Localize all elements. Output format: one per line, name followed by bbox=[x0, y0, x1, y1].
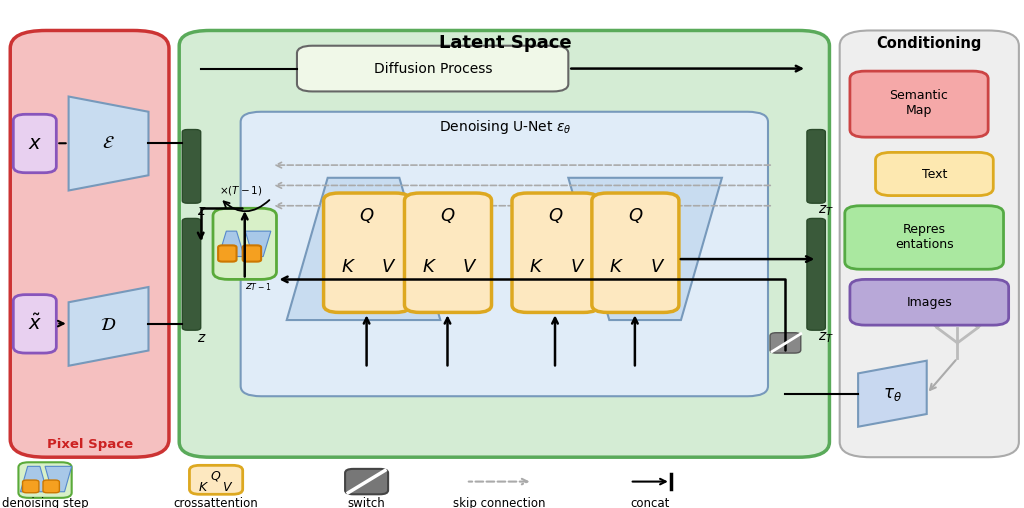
FancyBboxPatch shape bbox=[243, 245, 261, 262]
Text: switch: switch bbox=[348, 497, 385, 508]
Text: $\mathcal{D}$: $\mathcal{D}$ bbox=[100, 316, 117, 334]
Text: Pixel Space: Pixel Space bbox=[46, 438, 133, 451]
Polygon shape bbox=[69, 287, 148, 366]
Text: $K$: $K$ bbox=[422, 258, 436, 276]
FancyBboxPatch shape bbox=[23, 480, 39, 493]
FancyBboxPatch shape bbox=[43, 480, 59, 493]
Polygon shape bbox=[45, 466, 72, 492]
Text: $z$: $z$ bbox=[197, 331, 207, 345]
FancyBboxPatch shape bbox=[13, 295, 56, 353]
Text: $z_T$: $z_T$ bbox=[818, 204, 835, 218]
Text: Conditioning: Conditioning bbox=[877, 36, 982, 51]
Polygon shape bbox=[287, 178, 440, 320]
Text: $K$: $K$ bbox=[609, 258, 624, 276]
Text: concat: concat bbox=[631, 497, 670, 508]
Text: $Q$: $Q$ bbox=[210, 469, 222, 483]
Text: $\times(T-1)$: $\times(T-1)$ bbox=[219, 184, 262, 197]
Text: $\tau_\theta$: $\tau_\theta$ bbox=[884, 385, 902, 403]
Text: $z_{T-1}$: $z_{T-1}$ bbox=[245, 281, 271, 293]
FancyBboxPatch shape bbox=[297, 46, 568, 91]
Text: Images: Images bbox=[907, 296, 952, 309]
FancyBboxPatch shape bbox=[345, 469, 388, 494]
Polygon shape bbox=[69, 97, 148, 190]
FancyBboxPatch shape bbox=[218, 245, 237, 262]
FancyBboxPatch shape bbox=[13, 114, 56, 173]
FancyBboxPatch shape bbox=[182, 130, 201, 203]
FancyBboxPatch shape bbox=[850, 71, 988, 137]
Text: Semantic
Map: Semantic Map bbox=[889, 89, 948, 117]
Text: Repres
entations: Repres entations bbox=[895, 223, 954, 251]
Text: $V$: $V$ bbox=[570, 258, 585, 276]
FancyBboxPatch shape bbox=[241, 112, 768, 396]
Text: $z$: $z$ bbox=[197, 204, 207, 218]
FancyBboxPatch shape bbox=[840, 30, 1019, 457]
FancyBboxPatch shape bbox=[807, 218, 825, 330]
FancyBboxPatch shape bbox=[182, 218, 201, 330]
Text: $V$: $V$ bbox=[650, 258, 665, 276]
Text: Diffusion Process: Diffusion Process bbox=[374, 61, 493, 76]
Text: crossattention: crossattention bbox=[174, 497, 258, 508]
Text: skip connection: skip connection bbox=[454, 497, 546, 508]
Text: $K$: $K$ bbox=[199, 481, 209, 494]
Text: $\mathcal{E}$: $\mathcal{E}$ bbox=[102, 134, 115, 152]
Polygon shape bbox=[219, 231, 245, 257]
Polygon shape bbox=[246, 231, 270, 257]
Text: Denoising U-Net $\epsilon_\theta$: Denoising U-Net $\epsilon_\theta$ bbox=[438, 118, 571, 136]
Polygon shape bbox=[568, 178, 722, 320]
FancyBboxPatch shape bbox=[770, 333, 801, 353]
Text: $x$: $x$ bbox=[28, 134, 42, 153]
Text: $Q$: $Q$ bbox=[359, 206, 375, 226]
FancyBboxPatch shape bbox=[179, 30, 829, 457]
FancyBboxPatch shape bbox=[404, 193, 492, 312]
FancyBboxPatch shape bbox=[512, 193, 599, 312]
Text: $V$: $V$ bbox=[463, 258, 477, 276]
Text: Text: Text bbox=[923, 168, 947, 181]
Text: $Q$: $Q$ bbox=[628, 206, 643, 226]
Text: $V$: $V$ bbox=[382, 258, 396, 276]
FancyBboxPatch shape bbox=[807, 130, 825, 203]
FancyBboxPatch shape bbox=[10, 30, 169, 457]
Text: $\tilde{x}$: $\tilde{x}$ bbox=[28, 313, 42, 334]
FancyBboxPatch shape bbox=[18, 462, 72, 498]
Polygon shape bbox=[858, 361, 927, 427]
Text: denoising step: denoising step bbox=[2, 497, 88, 508]
Polygon shape bbox=[20, 466, 47, 492]
Text: $Q$: $Q$ bbox=[548, 206, 563, 226]
FancyBboxPatch shape bbox=[845, 206, 1004, 269]
Text: $V$: $V$ bbox=[221, 481, 233, 494]
FancyBboxPatch shape bbox=[324, 193, 411, 312]
Text: Latent Space: Latent Space bbox=[438, 34, 571, 52]
FancyBboxPatch shape bbox=[850, 279, 1009, 325]
FancyBboxPatch shape bbox=[213, 208, 276, 279]
FancyBboxPatch shape bbox=[592, 193, 679, 312]
FancyBboxPatch shape bbox=[876, 152, 993, 196]
FancyBboxPatch shape bbox=[189, 465, 243, 494]
Text: $K$: $K$ bbox=[341, 258, 355, 276]
Text: $K$: $K$ bbox=[529, 258, 544, 276]
Text: $z_T$: $z_T$ bbox=[818, 331, 835, 345]
Text: $Q$: $Q$ bbox=[440, 206, 456, 226]
